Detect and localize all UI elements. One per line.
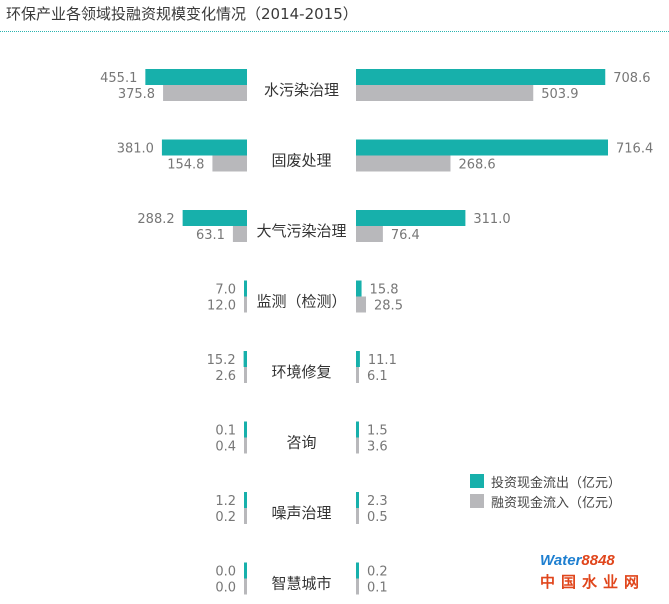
- value-label-right: 3.6: [367, 440, 388, 455]
- bar-left: [182, 210, 247, 226]
- bar-right: [356, 139, 608, 156]
- value-label-left: 288.2: [137, 212, 174, 227]
- value-label-right: 503.9: [541, 87, 578, 102]
- bar-left: [244, 492, 247, 508]
- bar-left: [244, 296, 247, 313]
- legend-item-outflow: 投资现金流出（亿元）: [470, 472, 622, 491]
- value-label-right: 708.6: [613, 71, 650, 86]
- category-label: 监测（检测）: [256, 293, 346, 311]
- bar-right: [356, 578, 359, 595]
- value-label-right: 6.1: [367, 369, 388, 384]
- bar-left: [244, 578, 247, 595]
- value-label-left: 0.4: [215, 440, 236, 455]
- bar-left: [212, 155, 247, 172]
- value-label-left: 0.0: [215, 581, 236, 596]
- bar-left: [244, 437, 247, 454]
- chart-legend: 投资现金流出（亿元） 融资现金流入（亿元）: [470, 472, 621, 512]
- bar-left: [244, 508, 247, 524]
- legend-label-outflow: 投资现金流出（亿元）: [491, 475, 622, 491]
- value-label-right: 0.2: [367, 565, 388, 580]
- watermark-brand: Water8848: [540, 552, 615, 569]
- value-label-right: 11.1: [368, 353, 397, 368]
- value-label-right: 716.4: [616, 142, 653, 157]
- bar-right: [356, 508, 359, 524]
- bar-right: [356, 280, 362, 297]
- legend-swatch-outflow: [470, 474, 484, 488]
- value-label-left: 381.0: [117, 142, 154, 157]
- bar-right: [356, 226, 383, 242]
- legend-swatch-inflow: [470, 494, 484, 508]
- legend-label-inflow: 融资现金流入（亿元）: [491, 495, 622, 511]
- bar-right: [356, 85, 534, 101]
- bar-right: [356, 210, 466, 226]
- bar-right: [356, 437, 359, 454]
- category-label: 噪声治理: [271, 504, 331, 522]
- category-label: 智慧城市: [271, 575, 331, 593]
- value-label-left: 375.8: [118, 87, 155, 102]
- value-label-left: 12.0: [207, 299, 236, 314]
- category-label: 大气污染治理: [256, 222, 346, 240]
- value-label-right: 15.8: [370, 283, 399, 298]
- bar-left: [244, 367, 247, 383]
- watermark-logo: Water8848 中国水业网: [540, 552, 669, 604]
- bar-left: [243, 351, 247, 367]
- value-label-right: 311.0: [473, 212, 510, 227]
- value-label-left: 455.1: [100, 71, 137, 86]
- bar-right: [356, 69, 606, 85]
- bar-right: [356, 155, 451, 172]
- bar-right: [356, 367, 359, 383]
- bar-right: [356, 351, 360, 367]
- value-label-right: 0.1: [367, 581, 388, 596]
- value-label-left: 0.2: [215, 510, 236, 525]
- category-label: 水污染治理: [264, 81, 339, 99]
- chart-title: 环保产业各领域投融资规模变化情况（2014-2015）: [6, 5, 358, 23]
- category-label: 咨询: [286, 434, 316, 452]
- bar-right: [356, 562, 359, 579]
- bar-left: [163, 85, 247, 101]
- watermark-subtitle: 中国水业网: [540, 573, 646, 591]
- bar-left: [244, 562, 247, 579]
- value-label-left: 0.0: [215, 565, 236, 580]
- bar-right: [356, 492, 359, 508]
- value-label-left: 63.1: [196, 228, 225, 243]
- bar-right: [356, 421, 359, 438]
- bar-left: [232, 226, 247, 242]
- value-label-left: 2.6: [215, 369, 236, 384]
- bar-left: [244, 280, 247, 297]
- value-label-left: 154.8: [167, 158, 204, 173]
- value-label-right: 28.5: [374, 299, 403, 314]
- title-divider: [0, 31, 669, 32]
- category-label: 固废处理: [271, 152, 331, 170]
- value-label-right: 2.3: [367, 494, 388, 509]
- value-label-left: 0.1: [215, 424, 236, 439]
- value-label-left: 1.2: [215, 494, 236, 509]
- legend-item-inflow: 融资现金流入（亿元）: [470, 492, 622, 511]
- bar-left: [161, 139, 247, 156]
- value-label-right: 0.5: [367, 510, 388, 525]
- value-label-left: 7.0: [215, 283, 236, 298]
- bar-right: [356, 296, 367, 313]
- value-label-left: 15.2: [207, 353, 236, 368]
- value-label-right: 268.6: [458, 158, 495, 173]
- category-label: 环境修复: [271, 363, 331, 381]
- value-label-right: 1.5: [367, 424, 388, 439]
- value-label-right: 76.4: [391, 228, 420, 243]
- bar-left: [244, 421, 247, 438]
- bar-left: [145, 69, 247, 85]
